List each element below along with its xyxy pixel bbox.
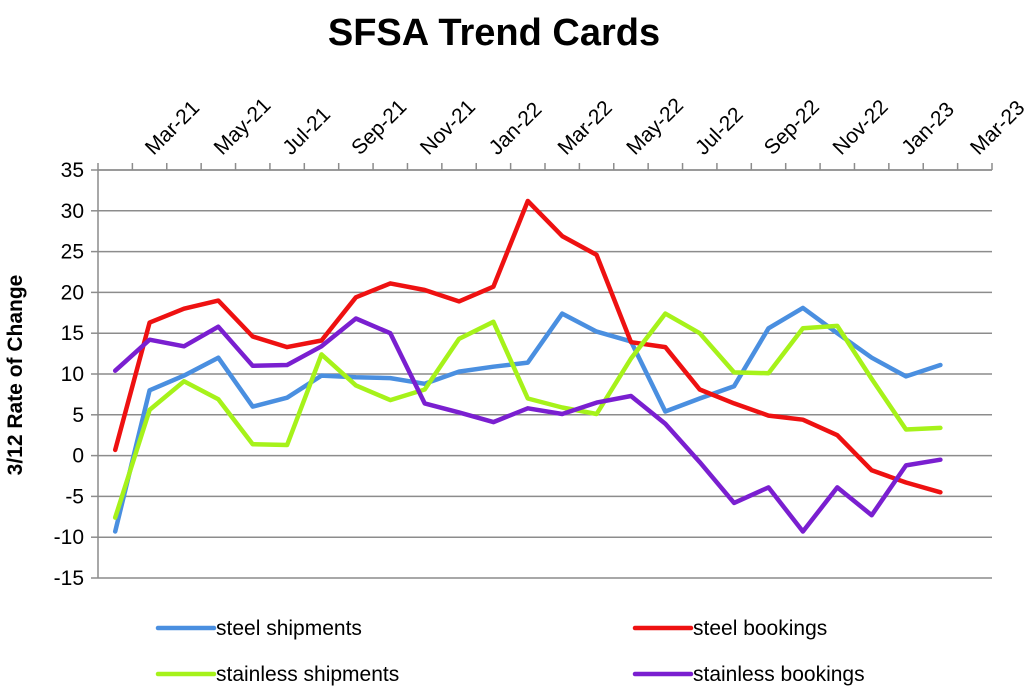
y-tick-label: 10: [61, 363, 84, 386]
x-tick-label: Mar-22: [553, 96, 616, 159]
y-tick-label: -15: [54, 567, 84, 590]
y-tick-label: 30: [61, 200, 84, 223]
legend-label: stainless shipments: [216, 663, 399, 686]
x-tick-label: Sep-21: [347, 95, 411, 159]
x-tick-label: Jul-21: [278, 103, 335, 160]
axes: [91, 163, 993, 579]
x-tick-label: May-21: [210, 94, 276, 160]
y-axis-label: 3/12 Rate of Change: [4, 275, 27, 476]
y-tick-label: 5: [72, 404, 84, 427]
legend-label: stainless bookings: [693, 663, 865, 686]
y-tick-label: 25: [61, 241, 84, 264]
series-line-steel-bookings: [112, 198, 943, 495]
x-tick-label: Nov-21: [416, 95, 480, 159]
series-line-steel-shipments: [112, 305, 943, 534]
legend-label: steel shipments: [216, 617, 362, 640]
x-tick-label: Sep-22: [760, 95, 824, 159]
y-tick-labels: 35 30 25 20 15 10 5 0 -5 -10 -15: [54, 159, 84, 590]
gridlines: [98, 169, 992, 579]
legend: steel shipments steel bookings stainless s…: [155, 617, 865, 686]
x-tick-label: Jul-22: [691, 103, 748, 160]
y-tick-label: 20: [61, 281, 84, 304]
y-tick-label: 35: [61, 159, 84, 182]
x-tick-label: Nov-22: [829, 95, 893, 159]
chart-title: SFSA Trend Cards: [328, 12, 660, 54]
x-tick-label: Mar-23: [966, 96, 1024, 159]
series-lines: [112, 198, 943, 534]
y-tick-label: 0: [72, 445, 84, 468]
y-tick-label: -10: [54, 526, 84, 549]
x-tick-label: May-22: [622, 94, 688, 160]
x-tick-label: Jan-23: [897, 98, 959, 160]
x-tick-label: Jan-22: [485, 98, 547, 160]
legend-label: steel bookings: [693, 617, 827, 640]
x-tick-labels: Mar-21 May-21 Jul-21 Sep-21 Nov-21 Jan-22 Mar-…: [141, 94, 1024, 160]
y-tick-label: -5: [65, 485, 84, 508]
y-tick-label: 15: [61, 322, 84, 345]
x-tick-label: Mar-21: [141, 96, 204, 159]
series-line-stainless-shipments: [112, 311, 943, 520]
series-line-stainless-bookings: [112, 316, 943, 534]
